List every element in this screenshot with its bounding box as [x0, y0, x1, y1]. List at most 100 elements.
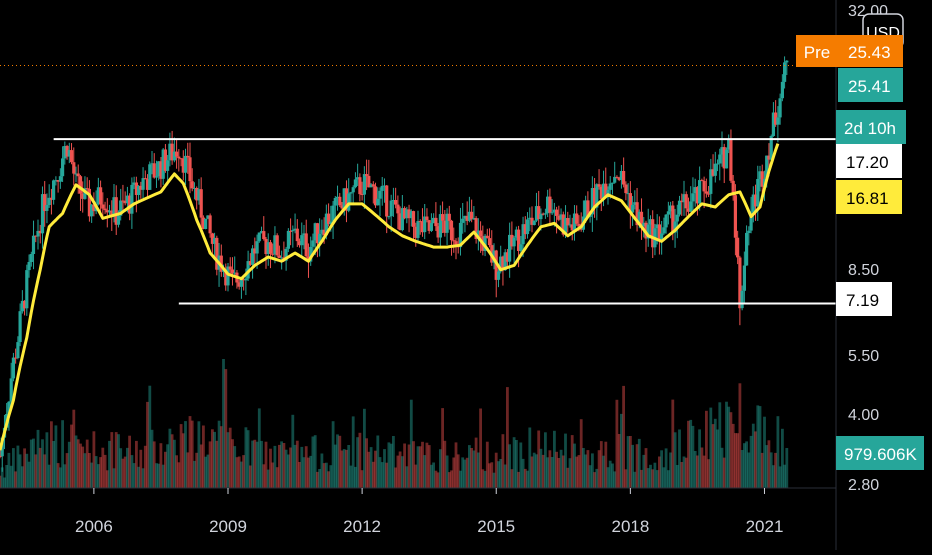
volume-bar	[291, 414, 295, 488]
volume-bar	[537, 430, 541, 488]
volume-bar	[456, 454, 460, 488]
volume-bar	[700, 447, 704, 488]
volume-bar	[508, 444, 511, 488]
volume-bar	[56, 463, 60, 488]
volume-bar	[67, 441, 71, 488]
volume-bar	[660, 450, 663, 488]
volume-bar	[79, 443, 82, 488]
volume-bar	[709, 407, 713, 488]
candle-body	[639, 211, 644, 227]
candle-body	[329, 221, 333, 225]
volume-bar	[117, 434, 120, 488]
volume-bar	[615, 399, 619, 488]
volume-bar	[340, 450, 344, 488]
volume-bar	[646, 468, 650, 488]
volume-bar	[669, 452, 672, 488]
candle-body	[499, 256, 503, 272]
candle-body	[206, 215, 210, 219]
volume-bar	[434, 470, 438, 488]
candle-body	[664, 214, 668, 228]
candle-body	[586, 200, 590, 217]
candle-body	[702, 181, 706, 192]
volume-bar	[564, 433, 567, 488]
price-tick-label: 8.50	[848, 262, 879, 279]
volume-bar	[333, 444, 337, 488]
candle-body	[253, 248, 257, 254]
candle-body	[134, 182, 138, 195]
volume-bar	[553, 430, 556, 488]
candle-body	[177, 156, 181, 159]
volume-bar	[436, 472, 440, 488]
candle-body	[758, 171, 762, 179]
volume-bar	[137, 466, 140, 488]
volume-bar	[318, 469, 321, 488]
volume-value: 979.606K	[844, 445, 917, 464]
candle-body	[709, 169, 713, 194]
volume-bar	[269, 448, 272, 488]
volume-bar	[595, 468, 599, 488]
candle-body	[143, 178, 147, 180]
volume-bar	[512, 437, 516, 488]
candle-body	[273, 235, 277, 255]
candle-body	[63, 146, 67, 159]
candle-body	[268, 242, 273, 254]
candle-body	[72, 162, 76, 174]
volume-bar	[729, 412, 733, 488]
volume-bar	[217, 420, 221, 488]
volume-bar	[41, 439, 44, 488]
volume-bar	[148, 385, 152, 488]
time-axis[interactable]: 2006 2009 2012 2015 2018 2021	[75, 517, 783, 536]
time-tick-label: 2009	[209, 517, 247, 536]
volume-bar	[206, 454, 210, 488]
candle-body	[340, 205, 344, 209]
volume-bar	[450, 470, 453, 488]
volume-bar	[702, 455, 706, 488]
candle-body	[673, 221, 677, 233]
candle-body	[262, 231, 266, 239]
candle-body	[559, 214, 563, 220]
volume-bar	[758, 406, 762, 488]
volume-bar	[774, 452, 777, 488]
volume-bar	[675, 465, 679, 488]
volume-bar	[678, 429, 681, 488]
candle-body	[691, 193, 695, 202]
candle-body	[9, 378, 13, 402]
volume-bar	[371, 461, 375, 488]
candle-body	[54, 180, 58, 182]
candle-body	[615, 176, 619, 178]
volume-bar	[331, 421, 335, 488]
volume-bar	[651, 469, 655, 488]
candle-body	[31, 235, 36, 254]
candle-body	[501, 256, 505, 270]
candle-body	[351, 187, 355, 193]
volume-bar	[101, 447, 105, 488]
volume-bar	[472, 450, 476, 488]
candle-body	[713, 163, 717, 176]
candle-body	[344, 188, 349, 211]
volume-bar	[5, 465, 9, 488]
candle-body	[528, 217, 532, 220]
candle-body	[418, 221, 422, 223]
volume-bar	[443, 440, 447, 488]
candle-body	[114, 197, 118, 225]
candle-body	[432, 217, 436, 223]
volume-bar	[233, 446, 237, 488]
volume-bar	[70, 424, 73, 488]
candle-body	[476, 230, 480, 239]
candle-body	[396, 204, 400, 214]
candle-body	[550, 212, 554, 214]
candle-body	[38, 230, 42, 234]
volume-bar	[584, 454, 587, 488]
candle-body	[503, 252, 507, 271]
volume-bar	[481, 469, 485, 488]
candle-body	[601, 183, 606, 199]
candle-body	[360, 194, 364, 195]
candle-body	[733, 195, 737, 238]
candle-body	[496, 271, 501, 280]
volume-bar	[275, 467, 279, 488]
upper-level-badge: 17.20	[836, 144, 902, 178]
candle-body	[376, 198, 380, 206]
candle-body	[420, 221, 425, 233]
